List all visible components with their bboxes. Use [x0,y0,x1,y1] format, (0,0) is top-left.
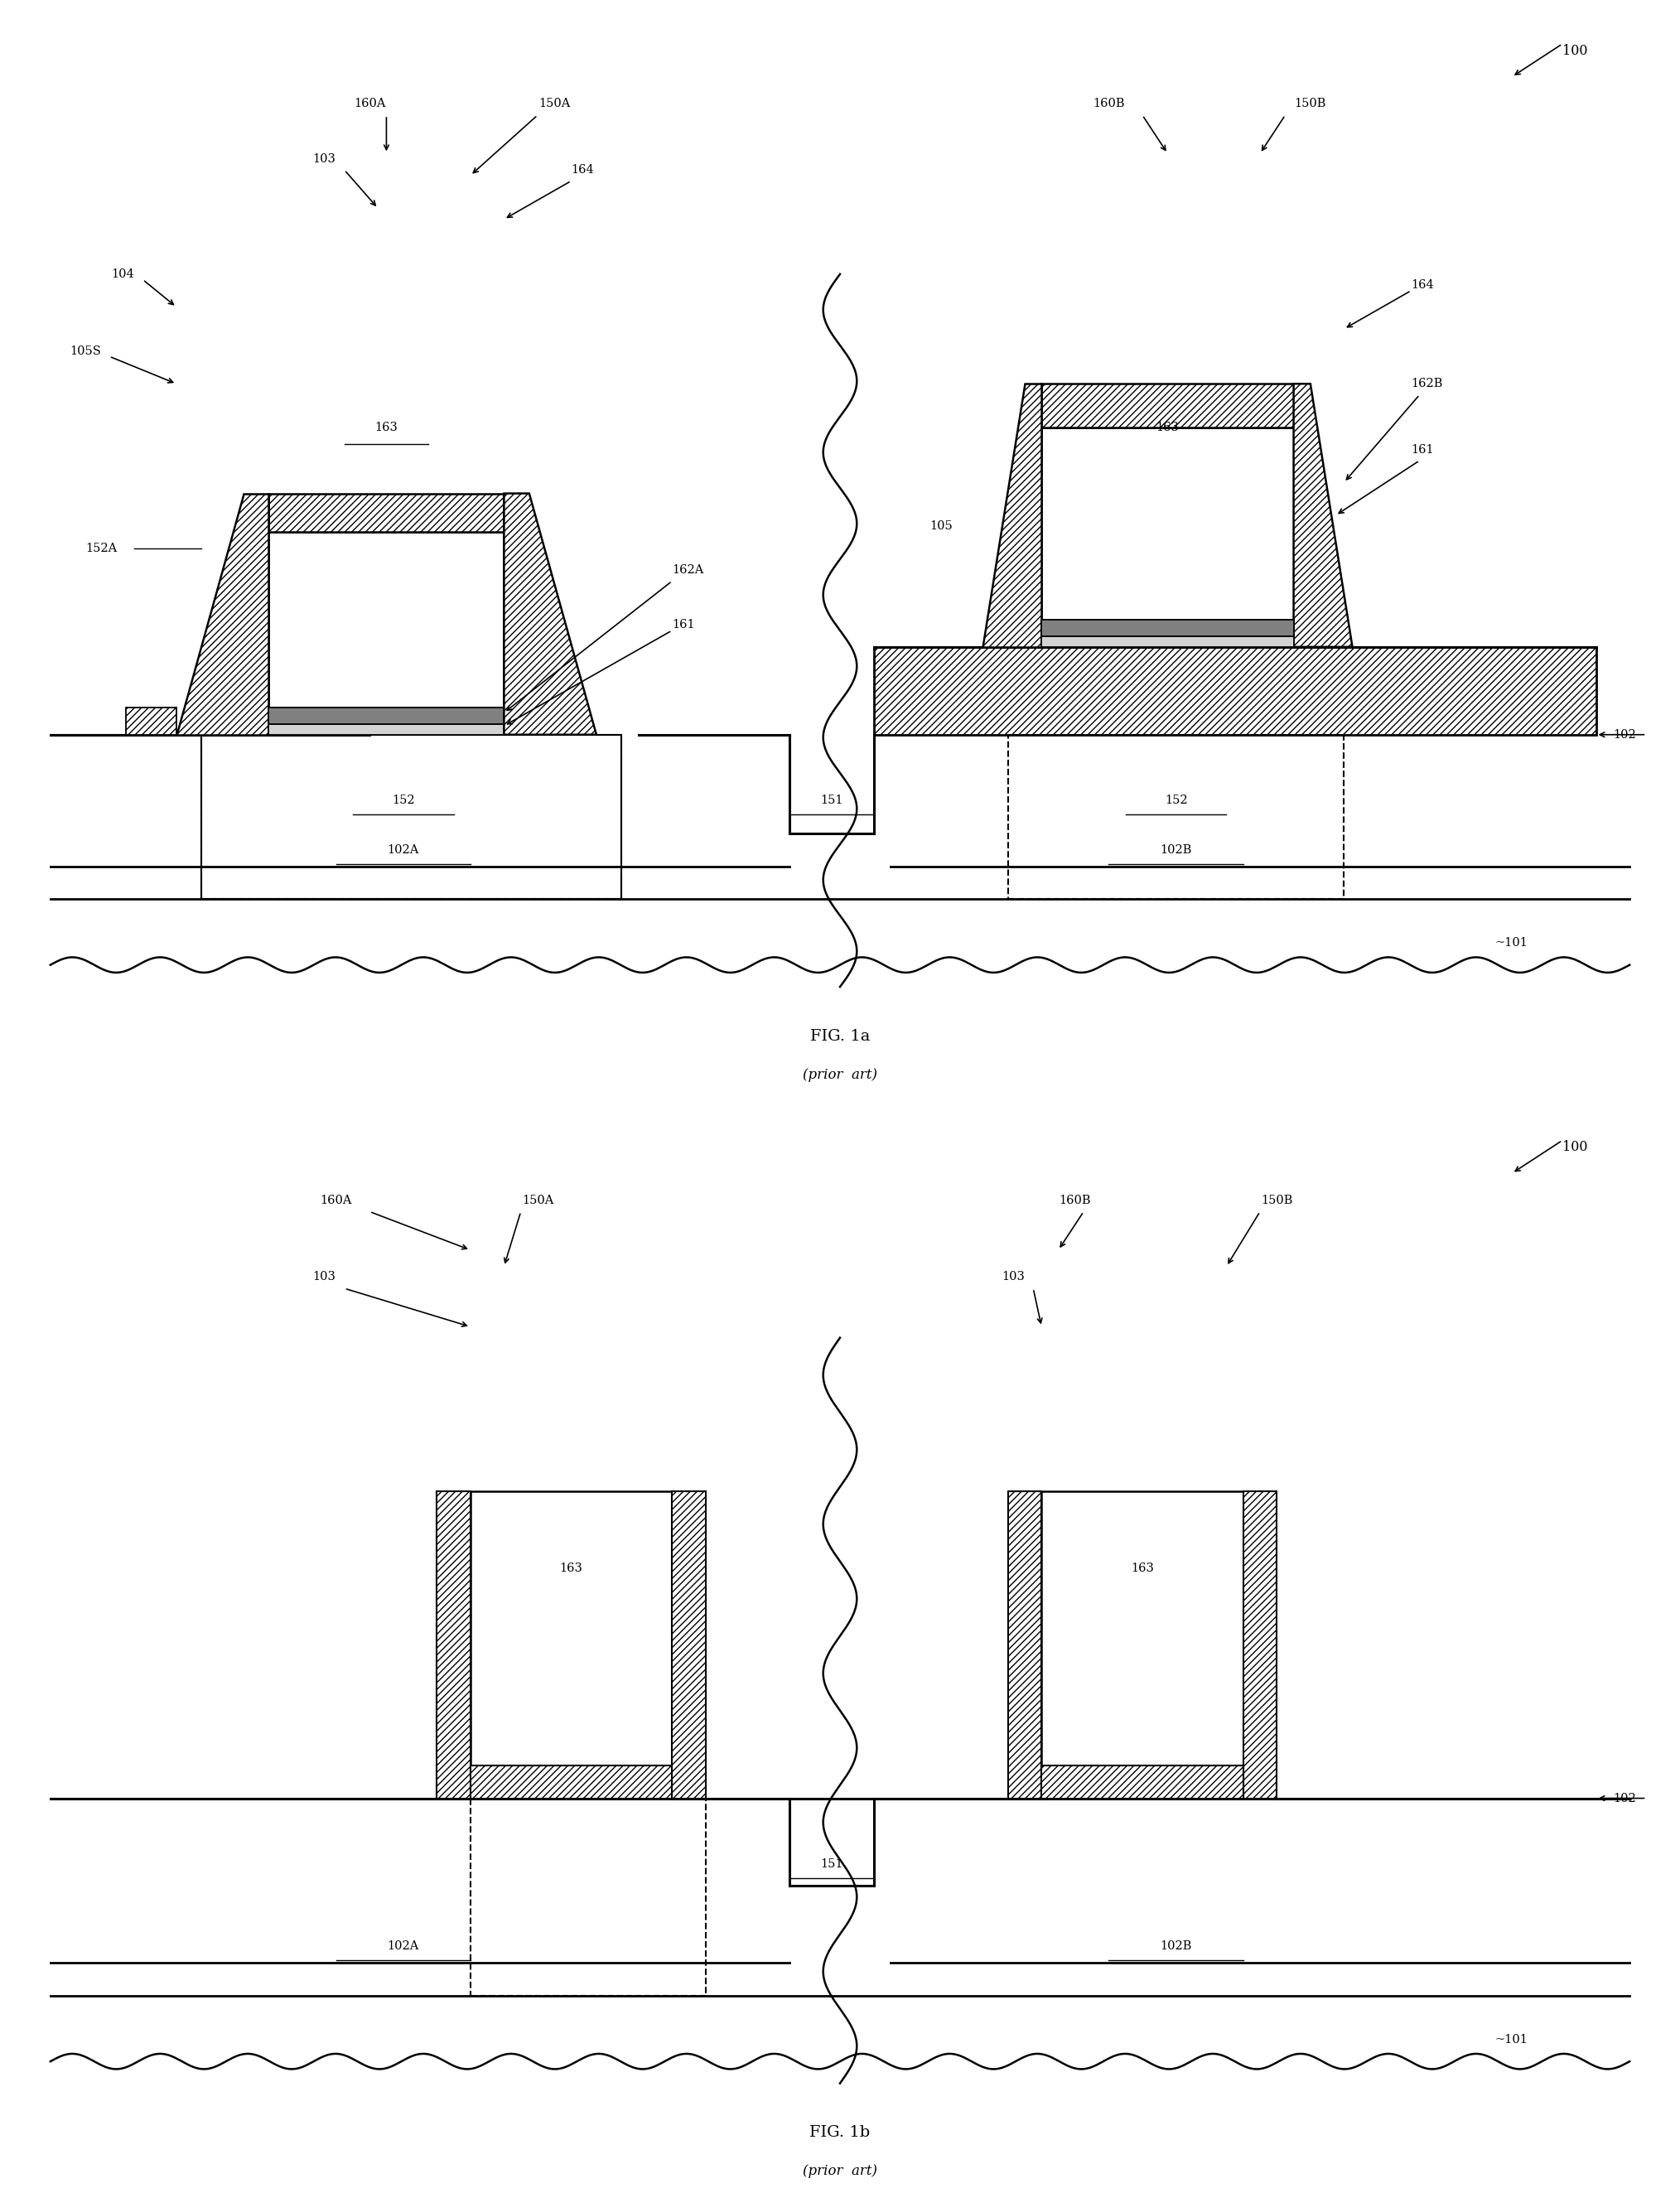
Bar [202,735,622,899]
Polygon shape [1294,384,1352,647]
Text: 102A: 102A [388,1941,418,1952]
Bar [126,706,176,735]
Text: 163: 163 [1156,421,1179,434]
Text: 102B: 102B [1161,1941,1191,1952]
Text: 104: 104 [111,268,134,281]
Bar [1042,636,1294,647]
Text: 163: 163 [375,421,398,434]
Text: 160A: 160A [354,99,385,110]
Text: 150A: 150A [522,1195,553,1206]
Text: (prior  art): (prior art) [803,2164,877,2178]
Bar [1042,1491,1243,1765]
Text: 152: 152 [391,794,415,807]
Bar [202,735,622,899]
Text: 152A: 152A [86,542,118,555]
Text: 102: 102 [1613,1792,1636,1805]
Text: FIG. 1a: FIG. 1a [810,1029,870,1044]
Polygon shape [983,384,1042,647]
Text: 150B: 150B [1295,99,1326,110]
Text: 160B: 160B [1094,99,1124,110]
Bar [1008,735,1344,899]
Text: FIG. 1b: FIG. 1b [810,2125,870,2140]
Bar [672,1491,706,1798]
Text: 150A: 150A [539,99,570,110]
Text: 102B: 102B [1161,844,1191,855]
Text: 103: 103 [312,1272,336,1283]
Bar [1042,384,1294,428]
Text: 151: 151 [820,794,843,807]
Bar [269,533,504,706]
Text: 100: 100 [1562,44,1588,57]
Text: 105S: 105S [69,344,101,357]
Text: 160B: 160B [1060,1195,1090,1206]
Text: 103: 103 [1001,1272,1025,1283]
Text: 100: 100 [1562,1140,1588,1154]
Bar [1042,621,1294,636]
Polygon shape [504,493,596,735]
Text: 161: 161 [1411,443,1435,456]
Text: ~101: ~101 [1495,2033,1529,2046]
Text: (prior  art): (prior art) [803,1068,877,1081]
Bar [269,706,504,724]
Bar [874,647,1596,735]
Text: 163: 163 [559,1561,583,1575]
Bar [269,493,504,533]
Bar [1042,428,1294,621]
Text: 151: 151 [820,1857,843,1871]
Text: ~101: ~101 [1495,936,1529,950]
Bar [470,1798,706,1996]
Text: 150B: 150B [1262,1195,1292,1206]
Bar [470,1491,672,1765]
Text: 162A: 162A [672,564,704,577]
Bar [1042,1765,1243,1798]
Bar [1243,1491,1277,1798]
Polygon shape [176,493,269,735]
Text: 152: 152 [1164,794,1188,807]
Text: 161: 161 [672,618,696,632]
Text: 102: 102 [1613,728,1636,741]
Text: 103: 103 [312,154,336,164]
Bar [470,1765,672,1798]
Text: 105: 105 [929,520,953,533]
Text: 102A: 102A [388,844,418,855]
Text: 164: 164 [1411,279,1435,292]
Bar [437,1491,470,1798]
Text: 160A: 160A [321,1195,351,1206]
Text: 164: 164 [571,164,595,175]
Bar [1008,1491,1042,1798]
Bar [269,724,504,735]
Text: 162B: 162B [1411,377,1443,390]
Text: 163: 163 [1131,1561,1154,1575]
